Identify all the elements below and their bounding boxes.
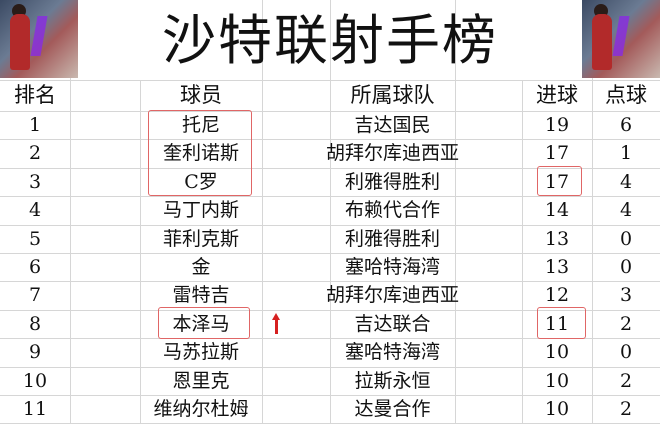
header-rank[interactable]: 排名 [14,83,56,107]
cell-penalties[interactable]: 4 [619,199,633,222]
header-team[interactable]: 所属球队 [350,83,435,107]
cell-penalties[interactable]: 0 [619,256,633,278]
cell-penalties[interactable]: 0 [619,227,633,250]
corner-image-left [0,0,78,78]
cell-rank[interactable]: 2 [28,142,42,165]
grid-row-line [0,196,660,198]
red-arrow-icon [272,313,280,334]
grid-column-line [330,0,331,424]
grid-column-line [455,0,456,424]
cell-penalties[interactable]: 2 [619,369,633,392]
cell-penalties[interactable]: 4 [619,170,633,193]
highlight-box-goals-row3 [537,166,582,196]
cell-team[interactable]: 拉斯永恒 [354,369,431,392]
cell-player[interactable]: 本泽马 [172,312,230,335]
highlight-box-player-row8 [158,307,250,339]
cell-goals[interactable]: 11 [544,312,570,335]
grid-row-line [0,395,660,396]
cell-team[interactable]: 利雅得胜利 [344,227,440,250]
cell-penalties[interactable]: 0 [619,341,633,364]
cell-player[interactable]: 马苏拉斯 [162,341,239,364]
header-penalties[interactable]: 点球 [605,83,647,107]
grid-column-line [262,0,263,424]
cell-player[interactable]: C罗 [184,170,218,193]
grid-column-line [140,80,141,424]
cell-rank[interactable]: 5 [28,227,42,250]
cell-penalties[interactable]: 6 [619,114,633,136]
highlight-box-goals-row8 [537,307,586,339]
cell-goals[interactable]: 17 [544,142,570,165]
cell-team[interactable]: 胡拜尔库迪西亚 [325,142,459,165]
cell-team[interactable]: 达曼合作 [354,398,431,420]
cell-rank[interactable]: 6 [28,256,42,278]
cell-player[interactable]: 金 [191,256,211,278]
cell-goals[interactable]: 10 [544,341,570,364]
cell-penalties[interactable]: 2 [619,398,633,420]
grid-row-line [0,338,660,340]
cell-player[interactable]: 菲利克斯 [162,227,239,250]
cell-rank[interactable]: 4 [28,199,42,222]
grid-row-line [0,139,660,141]
cell-team[interactable]: 塞哈特海湾 [344,341,440,364]
cell-goals[interactable]: 10 [544,398,570,420]
grid-column-line [592,0,593,424]
grid-row-line [0,253,660,254]
cell-player[interactable]: 托尼 [181,114,220,136]
cell-player[interactable]: 维纳尔杜姆 [153,398,249,420]
grid-row-line [0,281,660,283]
cell-goals[interactable]: 13 [544,227,570,250]
header-player[interactable]: 球员 [180,83,222,107]
grid-row-line [0,167,660,169]
cell-rank[interactable]: 10 [22,369,48,392]
cell-rank[interactable]: 3 [28,170,42,193]
page-title: 沙特联射手榜 [162,9,498,72]
cell-player[interactable]: 恩里克 [172,369,230,392]
cell-goals[interactable]: 19 [544,114,570,136]
grid-column-line [522,80,523,424]
grid-row-line [0,309,660,311]
cell-rank[interactable]: 1 [28,114,42,136]
cell-team[interactable]: 胡拜尔库迪西亚 [325,284,459,307]
grid-row-line [0,111,660,112]
cell-penalties[interactable]: 3 [619,284,633,307]
cell-rank[interactable]: 9 [28,341,42,364]
cell-player[interactable]: 马丁内斯 [162,199,239,222]
cell-rank[interactable]: 7 [28,284,42,307]
cell-team[interactable]: 吉达国民 [354,114,431,136]
grid-row-line [0,80,660,81]
cell-penalties[interactable]: 1 [619,142,633,165]
cell-goals[interactable]: 10 [544,369,570,392]
grid-row-line [0,366,660,368]
corner-image-right [582,0,660,78]
cell-rank[interactable]: 8 [28,312,42,335]
highlight-box-players-top3 [148,110,252,196]
cell-goals[interactable]: 17 [544,170,570,193]
grid-row-line [0,224,660,226]
cell-team[interactable]: 布赖代合作 [344,199,440,222]
cell-rank[interactable]: 11 [22,398,48,420]
header-goals[interactable]: 进球 [536,83,578,107]
cell-team[interactable]: 塞哈特海湾 [344,256,440,278]
grid-column-line [70,0,71,424]
cell-goals[interactable]: 13 [544,256,570,278]
cell-team[interactable]: 吉达联合 [354,312,431,335]
cell-team[interactable]: 利雅得胜利 [344,170,440,193]
cell-player[interactable]: 雷特吉 [172,284,230,307]
cell-goals[interactable]: 12 [544,284,570,307]
cell-penalties[interactable]: 2 [619,312,633,335]
cell-player[interactable]: 奎利诺斯 [162,142,239,165]
cell-goals[interactable]: 14 [544,199,570,222]
